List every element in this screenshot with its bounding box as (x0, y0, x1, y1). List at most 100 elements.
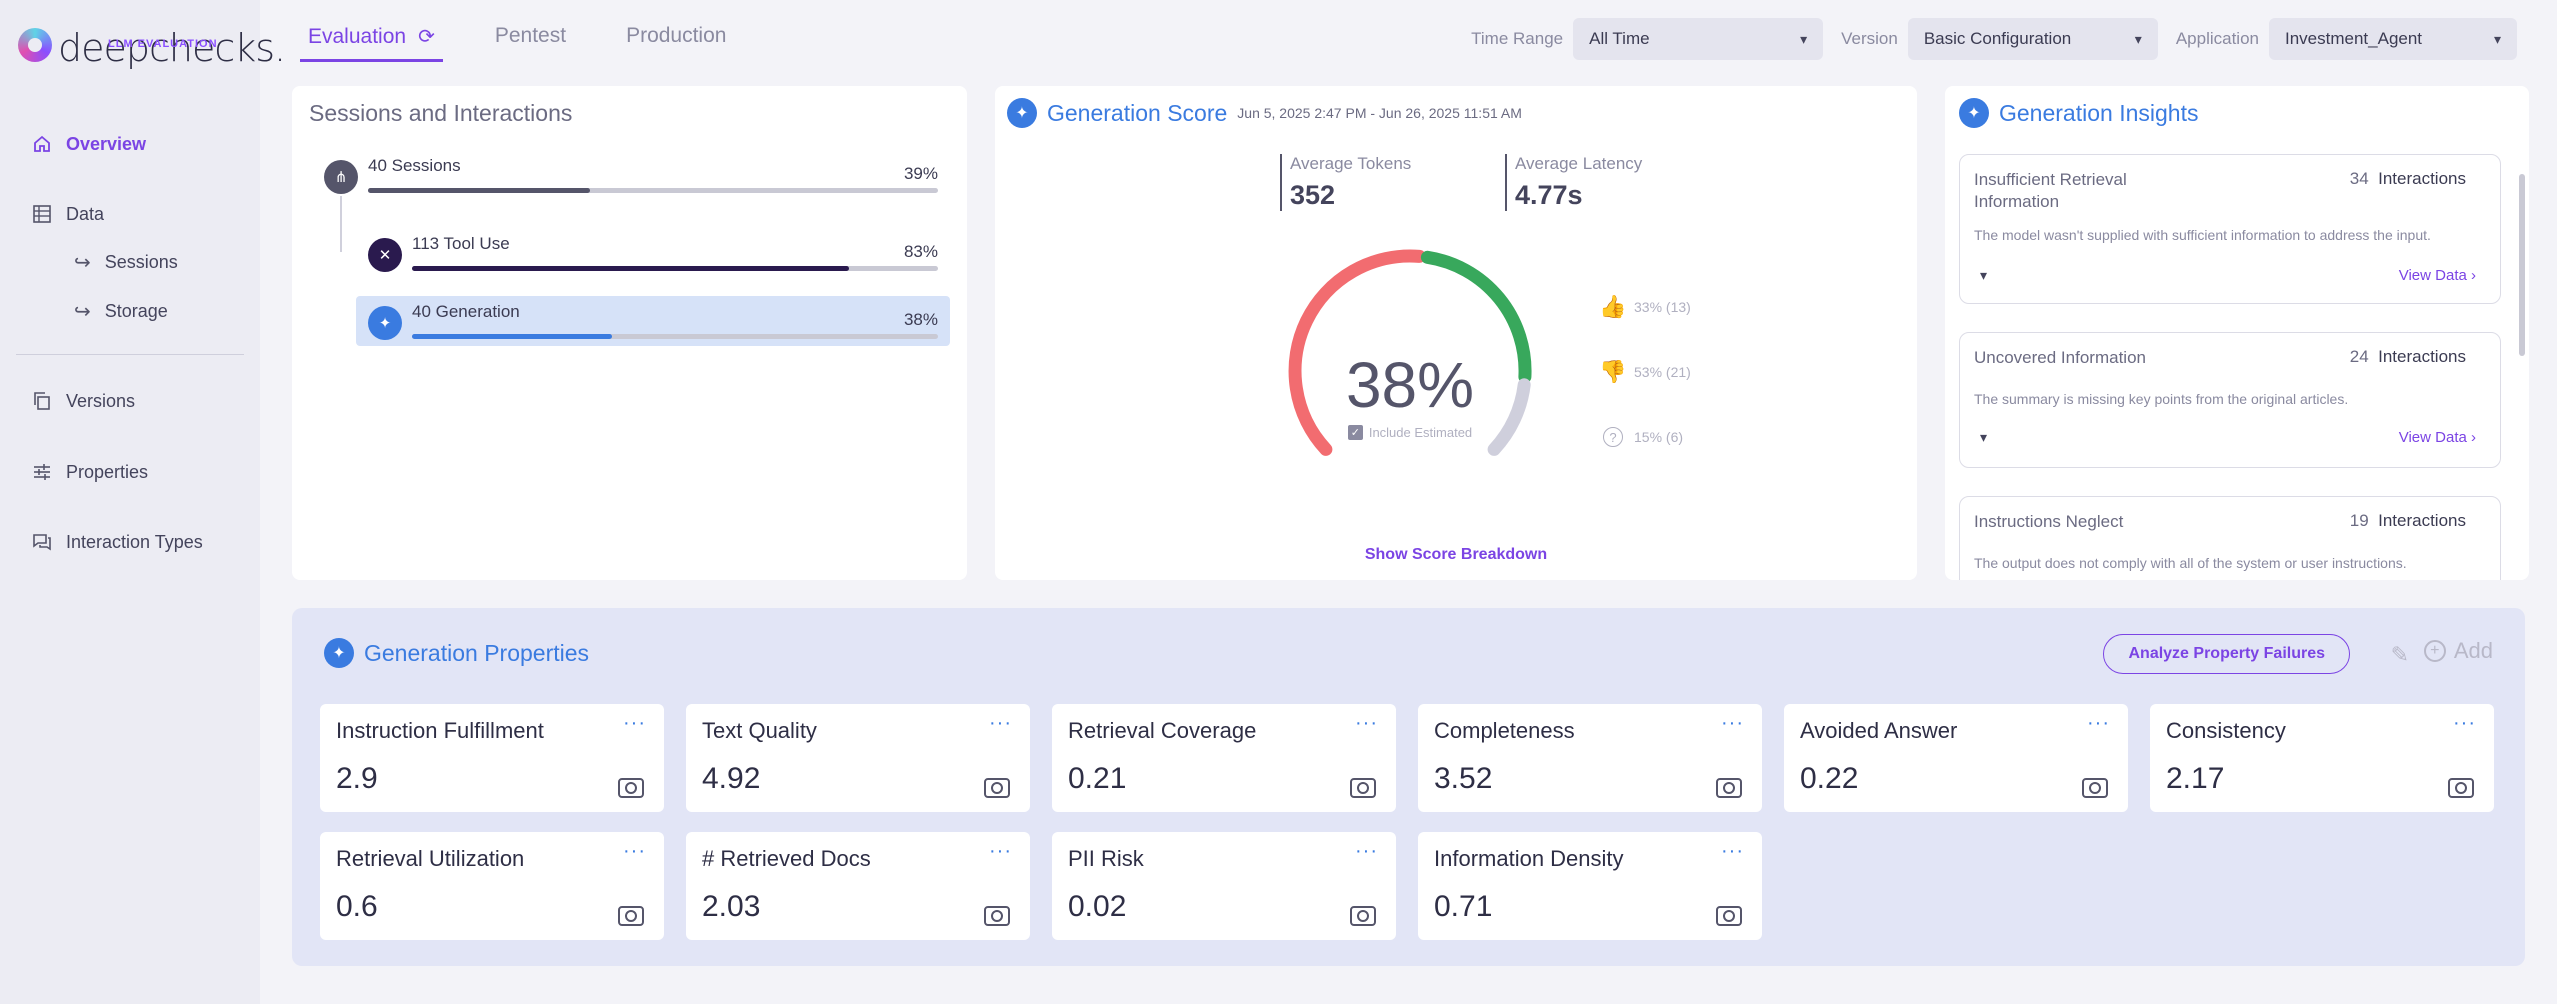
property-card[interactable]: Retrieval Utilization 0.6 ··· (320, 832, 664, 940)
property-name: Instruction Fulfillment (336, 718, 544, 743)
sidebar-item-label: Overview (66, 133, 147, 154)
version-select[interactable]: Basic Configuration ▾ (1907, 18, 2158, 60)
property-card[interactable]: Instruction Fulfillment 2.9 ··· (320, 704, 664, 812)
generation-row[interactable]: ✦ 40 Generation 38% (368, 302, 938, 340)
score-gauge (1288, 249, 1532, 456)
sidebar-item-properties[interactable]: Properties (30, 460, 148, 484)
sidebar-item-interaction-types[interactable]: Interaction Types (30, 530, 203, 554)
application-select[interactable]: Investment_Agent ▾ (2269, 18, 2517, 60)
insight-description: The model wasn't supplied with sufficien… (1974, 227, 2431, 243)
analyze-property-failures-button[interactable]: Analyze Property Failures (2103, 634, 2350, 674)
tab-production[interactable]: Production (626, 24, 727, 47)
property-value: 0.02 (1068, 890, 1127, 923)
more-options-icon[interactable]: ··· (989, 840, 1012, 862)
more-options-icon[interactable]: ··· (2087, 712, 2110, 734)
progress-bar (368, 188, 938, 193)
more-options-icon[interactable]: ··· (623, 712, 646, 734)
tool-use-row[interactable]: ✕ 113 Tool Use 83% (368, 234, 938, 272)
gauge-arc-good (1420, 250, 1532, 384)
property-card[interactable]: Text Quality 4.92 ··· (686, 704, 1030, 812)
thumbs-up-icon: 👍 (1599, 294, 1627, 319)
property-type-icon (984, 906, 1010, 926)
insight-description: The summary is missing key points from t… (1974, 391, 2349, 407)
property-card[interactable]: Consistency 2.17 ··· (2150, 704, 2494, 812)
logo[interactable]: deepchecks. (18, 28, 286, 68)
property-name: Avoided Answer (1800, 718, 1958, 743)
property-card[interactable]: Completeness 3.52 ··· (1418, 704, 1762, 812)
score-date-range: Jun 5, 2025 2:47 PM - Jun 26, 2025 11:51… (1237, 105, 1522, 121)
sidebar-item-data[interactable]: Data (30, 202, 104, 226)
pencil-icon[interactable]: ✎ (2390, 642, 2409, 667)
property-type-icon (1350, 906, 1376, 926)
sparkle-icon: ✦ (1007, 98, 1037, 128)
property-value: 0.21 (1068, 762, 1127, 795)
insight-title: Insufficient Retrieval Information (1974, 170, 2127, 211)
sidebar-item-label: Versions (66, 390, 136, 411)
insight-card[interactable]: Instructions Neglect 19 Interactions The… (1959, 496, 2501, 580)
more-options-icon[interactable]: ··· (1721, 840, 1744, 862)
sparkle-icon: ✦ (324, 638, 354, 668)
property-value: 2.17 (2166, 762, 2225, 795)
sub-arrow-icon: ↪ (74, 301, 91, 323)
score-value: 38% (1345, 349, 1475, 421)
tree-line (340, 196, 342, 252)
more-options-icon[interactable]: ··· (1355, 840, 1378, 862)
progress-bar (412, 334, 938, 339)
sidebar-item-storage[interactable]: ↪ Storage (74, 299, 168, 324)
gauge-arc-bad (1288, 249, 1426, 456)
sparkle-icon: ✦ (1959, 98, 1989, 128)
more-options-icon[interactable]: ··· (623, 840, 646, 862)
property-card[interactable]: # Retrieved Docs 2.03 ··· (686, 832, 1030, 940)
property-card[interactable]: Avoided Answer 0.22 ··· (1784, 704, 2128, 812)
chevron-down-icon[interactable]: ▾ (1980, 267, 1988, 283)
more-options-icon[interactable]: ··· (2453, 712, 2476, 734)
avg-tokens-metric: Average Tokens 352 (1280, 154, 1411, 211)
avg-tokens-value: 352 (1290, 180, 1336, 210)
property-name: # Retrieved Docs (702, 846, 871, 871)
avg-latency-label: Average Latency (1515, 154, 1643, 173)
insight-card[interactable]: Insufficient Retrieval Information 34 In… (1959, 154, 2501, 304)
chevron-down-icon: ▾ (1800, 30, 1808, 47)
chevron-down-icon[interactable]: ▾ (1980, 429, 1988, 445)
row-label: 113 Tool Use (412, 234, 510, 253)
legend-good-value: 33% (13) (1634, 299, 1691, 315)
add-property-button[interactable]: + Add (2423, 638, 2493, 664)
more-options-icon[interactable]: ··· (1721, 712, 1744, 734)
legend-unknown: ? 15% (6) (1600, 424, 1683, 450)
property-name: Completeness (1434, 718, 1575, 743)
more-options-icon[interactable]: ··· (989, 712, 1012, 734)
sidebar-item-sessions[interactable]: ↪ Sessions (74, 250, 178, 275)
property-type-icon (1716, 778, 1742, 798)
refresh-icon[interactable]: ⟳ (418, 26, 435, 48)
table-icon (30, 202, 54, 226)
row-pct: 38% (903, 310, 938, 329)
property-value: 2.9 (336, 762, 378, 795)
avg-latency-metric: Average Latency 4.77s (1505, 154, 1642, 211)
show-score-breakdown-link[interactable]: Show Score Breakdown (1364, 546, 1548, 563)
property-value: 3.52 (1434, 762, 1493, 795)
time-range-select[interactable]: All Time ▾ (1573, 18, 1824, 60)
legend-bad-value: 53% (21) (1634, 364, 1691, 380)
property-card[interactable]: Retrieval Coverage 0.21 ··· (1052, 704, 1396, 812)
more-options-icon[interactable]: ··· (1355, 712, 1378, 734)
sidebar-item-label: Interaction Types (66, 531, 203, 552)
view-data-link[interactable]: View Data › (2398, 267, 2476, 284)
view-data-link[interactable]: View Data › (2398, 429, 2476, 446)
sessions-icon: ⋔ (324, 160, 358, 194)
include-estimated-checkbox[interactable]: ✓ Include Estimated (1275, 425, 1545, 440)
property-card[interactable]: Information Density 0.71 ··· (1418, 832, 1762, 940)
property-card[interactable]: PII Risk 0.02 ··· (1052, 832, 1396, 940)
insight-count: 24 Interactions (2349, 347, 2466, 366)
scrollbar[interactable] (2519, 174, 2525, 356)
sidebar-item-versions[interactable]: Versions (30, 389, 135, 413)
session-row[interactable]: ⋔ 40 Sessions 39% (324, 156, 938, 194)
include-estimated-label: Include Estimated (1368, 425, 1473, 440)
insights-title: Generation Insights (1999, 99, 2199, 126)
insight-count: 34 Interactions (2349, 169, 2466, 188)
tab-pentest[interactable]: Pentest (494, 24, 567, 47)
tab-evaluation[interactable]: Evaluation ⟳ (300, 18, 443, 62)
sidebar-item-overview[interactable]: Overview (30, 132, 146, 156)
insight-description: The output does not comply with all of t… (1974, 555, 2407, 571)
insight-title: Instructions Neglect (1974, 512, 2124, 531)
insight-card[interactable]: Uncovered Information 24 Interactions Th… (1959, 332, 2501, 468)
